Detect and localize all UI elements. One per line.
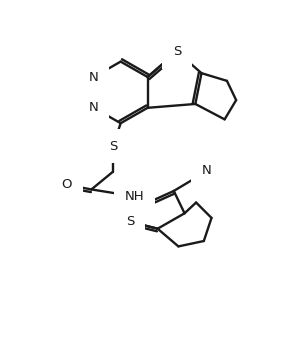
Text: S: S [126, 215, 134, 228]
Text: N: N [89, 71, 99, 84]
Text: N: N [89, 101, 99, 114]
Text: S: S [173, 45, 181, 58]
Text: O: O [61, 178, 72, 191]
Text: N: N [202, 164, 212, 178]
Text: NH: NH [125, 190, 144, 203]
Text: S: S [109, 140, 117, 153]
